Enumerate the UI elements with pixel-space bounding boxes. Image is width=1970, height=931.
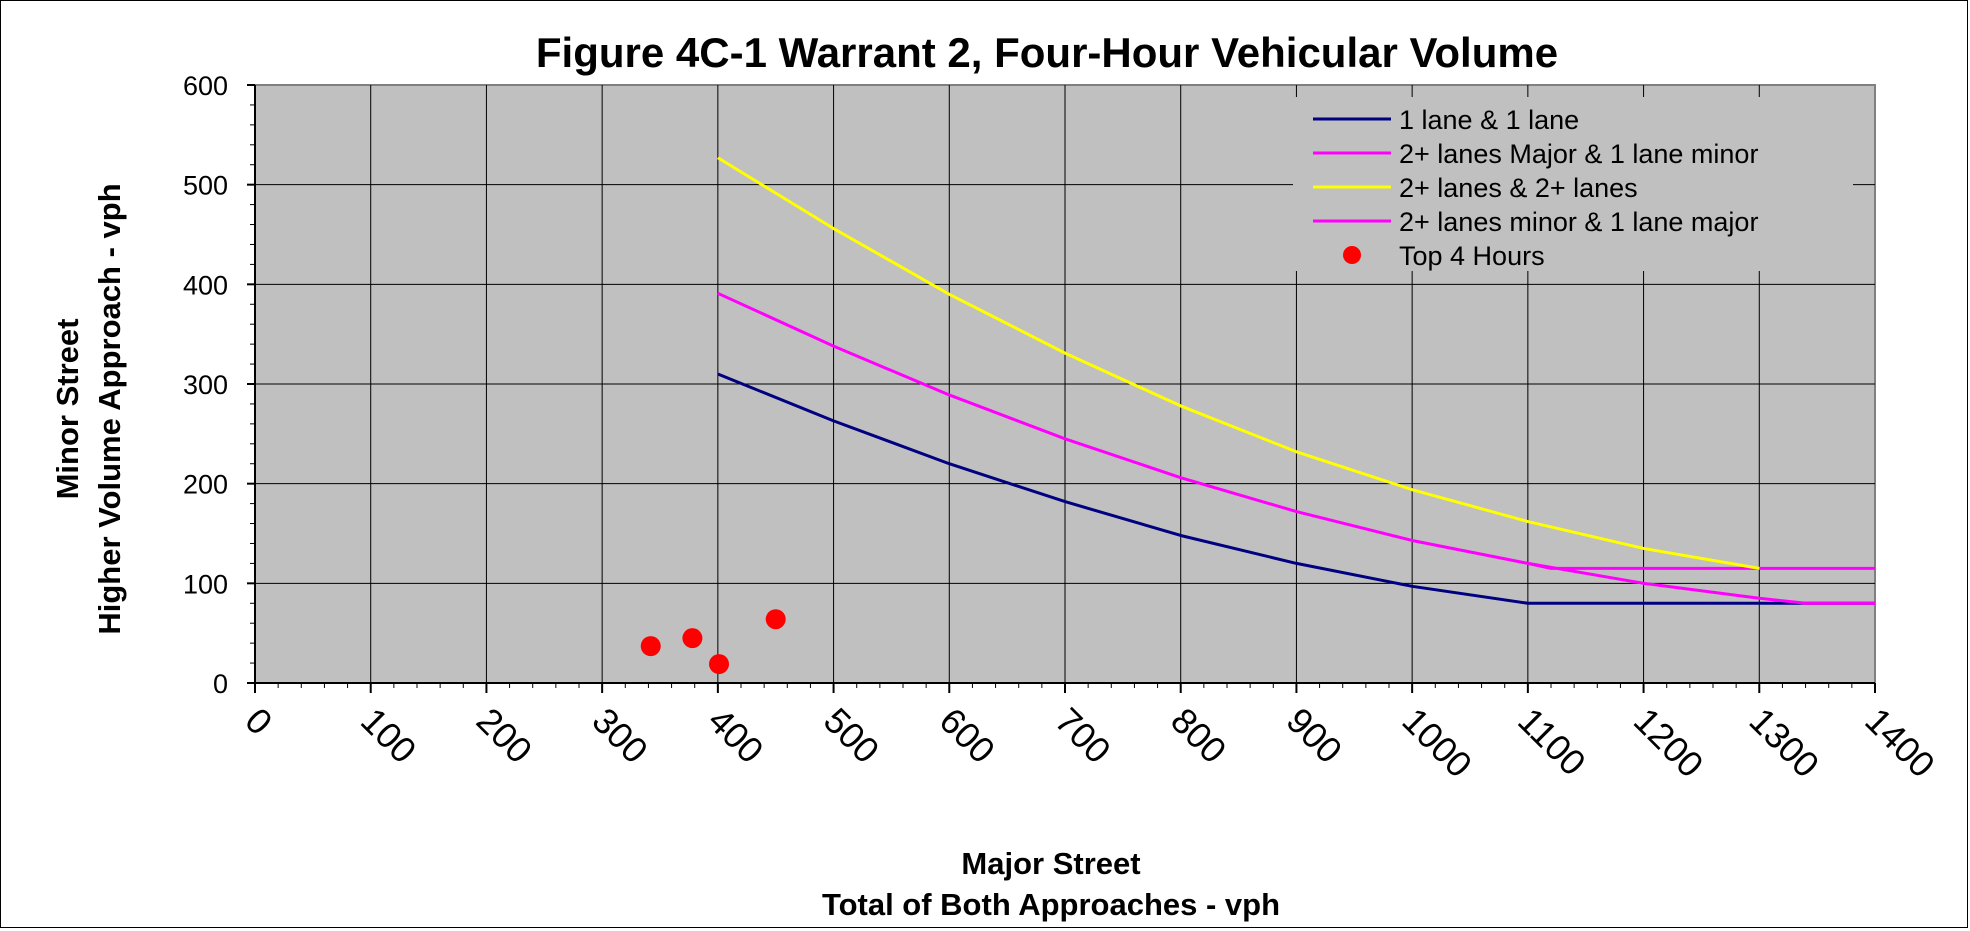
data-point xyxy=(709,654,730,675)
x-tick-label: 1000 xyxy=(1394,700,1480,786)
y-tick-label: 300 xyxy=(183,370,228,400)
legend-label: 2+ lanes minor & 1 lane major xyxy=(1399,207,1758,237)
x-tick-label: 1200 xyxy=(1626,700,1712,786)
axes xyxy=(247,84,1876,693)
x-tick-label: 1300 xyxy=(1742,700,1828,786)
series-0 xyxy=(717,372,1875,605)
y-axis-title-line-1: Minor Street xyxy=(50,319,85,500)
series-3 xyxy=(1527,561,1875,605)
chart-title: Figure 4C-1 Warrant 2, Four-Hour Vehicul… xyxy=(536,29,1558,76)
legend-label: 2+ lanes & 2+ lanes xyxy=(1399,173,1638,203)
x-tick-label: 1100 xyxy=(1510,700,1594,784)
legend-item: 1 lane & 1 lane xyxy=(1313,105,1579,135)
x-tick-label: 400 xyxy=(700,700,771,771)
series-4 xyxy=(640,609,786,675)
x-axis-title: Major Street Total of Both Approaches - … xyxy=(822,846,1280,922)
y-tick-label: 200 xyxy=(183,470,228,500)
series-line xyxy=(1527,561,1875,605)
y-tick-label: 600 xyxy=(183,71,228,101)
y-tick-label: 500 xyxy=(183,171,228,201)
x-tick-labels: 0 100 200 300 400 500 600 700 800 900 1000 1100 1200… xyxy=(237,700,1943,786)
y-tick-label: 0 xyxy=(213,669,228,699)
x-tick-label: 900 xyxy=(1279,700,1350,771)
data-point xyxy=(765,609,786,630)
x-tick-label: 800 xyxy=(1163,700,1234,771)
data-point xyxy=(640,636,661,657)
legend-item: 2+ lanes Major & 1 lane minor xyxy=(1313,139,1758,169)
x-axis-title-line-1: Major Street xyxy=(961,846,1140,881)
legend: 1 lane & 1 lane 2+ lanes Major & 1 lane m… xyxy=(1293,97,1853,271)
x-tick-label: 100 xyxy=(353,700,424,771)
legend-label: 2+ lanes Major & 1 lane minor xyxy=(1399,139,1758,169)
series-layer xyxy=(640,156,1875,675)
data-point xyxy=(682,628,703,649)
legend-item: Top 4 Hours xyxy=(1343,241,1545,271)
series-line xyxy=(717,291,1875,570)
y-axis-title: Minor Street Higher Volume Approach - vp… xyxy=(50,183,127,634)
x-tick-label: 1400 xyxy=(1857,700,1943,786)
legend-label: 1 lane & 1 lane xyxy=(1399,105,1579,135)
legend-swatch xyxy=(1343,246,1361,264)
x-tick-label: 700 xyxy=(1047,700,1118,771)
series-line xyxy=(717,156,1760,570)
legend-item: 2+ lanes & 2+ lanes xyxy=(1313,173,1638,203)
y-tick-label: 400 xyxy=(183,270,228,300)
series-1 xyxy=(717,291,1875,570)
x-tick-label: 300 xyxy=(584,700,655,771)
y-axis-title-line-2: Higher Volume Approach - vph xyxy=(92,183,127,634)
series-2 xyxy=(717,156,1760,570)
x-tick-label: 0 xyxy=(237,700,280,743)
legend-label: Top 4 Hours xyxy=(1399,241,1545,271)
x-tick-label: 600 xyxy=(932,700,1003,771)
legend-item: 2+ lanes minor & 1 lane major xyxy=(1313,207,1758,237)
series-line xyxy=(717,372,1875,605)
x-axis-title-line-2: Total of Both Approaches - vph xyxy=(822,887,1280,922)
x-tick-label: 200 xyxy=(469,700,540,771)
legend-box xyxy=(1293,97,1853,271)
y-tick-label: 100 xyxy=(183,569,228,599)
x-tick-label: 500 xyxy=(816,700,887,771)
y-tick-labels: 0 100 200 300 400 500 600 xyxy=(183,71,228,699)
